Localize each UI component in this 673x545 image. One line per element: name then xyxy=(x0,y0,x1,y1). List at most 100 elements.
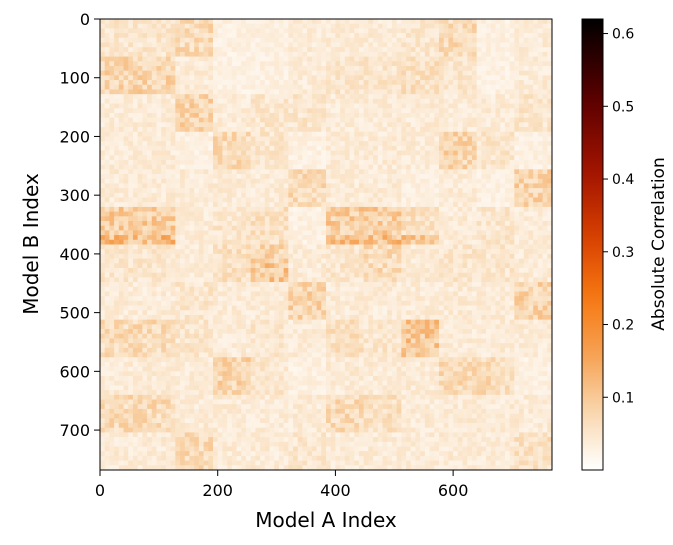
heatmap-cell xyxy=(132,94,138,100)
heatmap-cell xyxy=(330,122,336,128)
heatmap-cell xyxy=(255,225,261,231)
heatmap-cell xyxy=(368,141,374,147)
heatmap-cell xyxy=(509,61,515,67)
heatmap-cell xyxy=(453,197,459,203)
heatmap-cell xyxy=(373,211,379,217)
heatmap-cell xyxy=(443,206,449,212)
heatmap-cell xyxy=(283,150,289,156)
heatmap-cell xyxy=(208,150,214,156)
heatmap-cell xyxy=(250,84,256,90)
heatmap-cell xyxy=(514,23,520,29)
heatmap-cell xyxy=(373,80,379,86)
heatmap-cell xyxy=(250,258,256,264)
heatmap-cell xyxy=(264,221,270,227)
heatmap-cell xyxy=(245,235,251,241)
heatmap-cell xyxy=(486,235,492,241)
heatmap-cell xyxy=(123,65,129,71)
heatmap-cell xyxy=(245,230,251,236)
heatmap-cell xyxy=(368,192,374,198)
heatmap-cell xyxy=(203,188,209,194)
heatmap-cell xyxy=(335,51,341,57)
heatmap-cell xyxy=(170,188,176,194)
heatmap-cell xyxy=(255,258,261,264)
heatmap-cell xyxy=(132,150,138,156)
heatmap-cell xyxy=(156,159,162,165)
heatmap-cell xyxy=(373,230,379,236)
heatmap-cell xyxy=(523,225,529,231)
heatmap-cell xyxy=(387,19,393,24)
heatmap-cell xyxy=(175,169,181,175)
heatmap-cell xyxy=(156,37,162,43)
heatmap-cell xyxy=(293,155,299,161)
heatmap-cell xyxy=(368,19,374,24)
heatmap-cell xyxy=(429,159,435,165)
heatmap-cell xyxy=(434,258,440,264)
heatmap-cell xyxy=(373,56,379,62)
heatmap-cell xyxy=(180,75,186,81)
heatmap-cell xyxy=(217,98,223,104)
heatmap-cell xyxy=(189,244,195,250)
heatmap-cell xyxy=(151,235,157,241)
heatmap-cell xyxy=(302,23,308,29)
heatmap-cell xyxy=(519,155,525,161)
heatmap-cell xyxy=(137,103,143,109)
heatmap-cell xyxy=(340,112,346,118)
heatmap-cell xyxy=(227,183,233,189)
heatmap-cell xyxy=(406,155,412,161)
heatmap-cell xyxy=(198,249,204,255)
heatmap-cell xyxy=(406,89,412,95)
heatmap-cell xyxy=(330,202,336,208)
heatmap-cell xyxy=(283,23,289,29)
heatmap-cell xyxy=(391,23,397,29)
heatmap-cell xyxy=(481,98,487,104)
heatmap-cell xyxy=(151,75,157,81)
heatmap-cell xyxy=(100,230,106,236)
heatmap-cell xyxy=(156,244,162,250)
heatmap-cell xyxy=(387,141,393,147)
heatmap-cell xyxy=(260,206,266,212)
heatmap-cell xyxy=(156,141,162,147)
heatmap-cell xyxy=(377,164,383,170)
heatmap-cell xyxy=(293,131,299,137)
heatmap-cell xyxy=(297,112,303,118)
heatmap-cell xyxy=(387,249,393,255)
heatmap-cell xyxy=(123,122,129,128)
heatmap-cell xyxy=(184,61,190,67)
heatmap-cell xyxy=(307,23,313,29)
heatmap-cell xyxy=(118,192,124,198)
heatmap-cell xyxy=(500,141,506,147)
heatmap-cell xyxy=(231,122,237,128)
heatmap-cell xyxy=(100,216,106,222)
heatmap-cell xyxy=(132,235,138,241)
heatmap-cell xyxy=(227,98,233,104)
heatmap-cell xyxy=(462,122,468,128)
heatmap-cell xyxy=(537,159,543,165)
heatmap-cell xyxy=(283,127,289,133)
heatmap-cell xyxy=(542,89,548,95)
heatmap-cell xyxy=(194,61,200,67)
heatmap-cell xyxy=(490,28,496,34)
heatmap-cell xyxy=(302,103,308,109)
heatmap-cell xyxy=(227,202,233,208)
heatmap-cell xyxy=(486,117,492,123)
heatmap-cell xyxy=(274,221,280,227)
heatmap-cell xyxy=(415,159,421,165)
heatmap-cell xyxy=(382,37,388,43)
heatmap-cell xyxy=(283,47,289,53)
heatmap-cell xyxy=(519,258,525,264)
heatmap-cell xyxy=(156,211,162,217)
heatmap-cell xyxy=(316,33,322,39)
heatmap-cell xyxy=(344,150,350,156)
heatmap-cell xyxy=(264,28,270,34)
heatmap-cell xyxy=(509,235,515,241)
heatmap-cell xyxy=(500,155,506,161)
heatmap-cell xyxy=(288,47,294,53)
heatmap-cell xyxy=(293,145,299,151)
heatmap-cell xyxy=(443,65,449,71)
heatmap-cell xyxy=(424,216,430,222)
heatmap-cell xyxy=(269,127,275,133)
heatmap-cell xyxy=(217,202,223,208)
heatmap-cell xyxy=(118,61,124,67)
heatmap-cell xyxy=(132,178,138,184)
heatmap-cell xyxy=(349,51,355,57)
